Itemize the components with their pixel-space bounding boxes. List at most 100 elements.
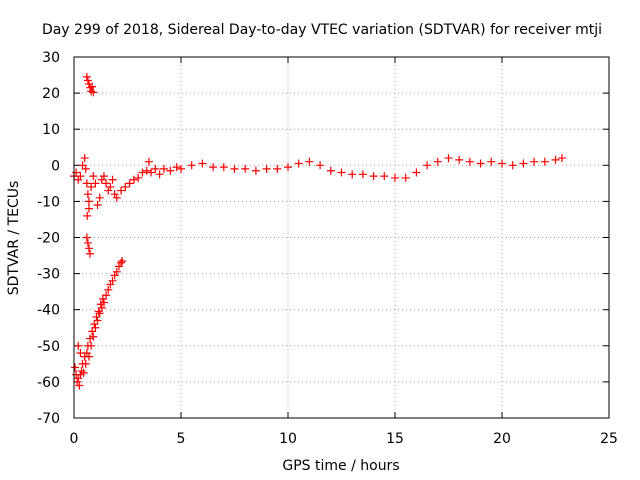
data-point [305, 157, 314, 166]
data-point [198, 159, 207, 168]
data-point [84, 352, 93, 361]
chart-title: Day 299 of 2018, Sidereal Day-to-day VTE… [42, 22, 602, 38]
data-point [138, 168, 147, 177]
data-point [74, 374, 83, 383]
data-point [316, 161, 325, 170]
data-point [97, 175, 106, 184]
x-tick-label: 20 [493, 431, 511, 447]
y-tick-label: -10 [37, 194, 60, 210]
data-point [401, 173, 410, 182]
y-tick-label: 10 [42, 122, 60, 138]
data-point [91, 323, 100, 332]
data-point [159, 164, 168, 173]
data-point [99, 172, 108, 181]
y-axis-label: SDTVAR / TECUs [6, 181, 22, 296]
data-point [262, 164, 271, 173]
data-point [294, 159, 303, 168]
data-point [337, 168, 346, 177]
data-point [81, 359, 90, 368]
data-point [187, 161, 196, 170]
data-point [76, 172, 85, 181]
y-tick-label: 30 [42, 50, 60, 66]
data-point [498, 159, 506, 168]
data-point [112, 267, 121, 276]
data-point [369, 172, 378, 181]
data-point [117, 258, 126, 267]
data-point [93, 316, 102, 325]
data-point [348, 170, 357, 179]
data-point [81, 164, 90, 173]
data-point [508, 161, 517, 170]
data-points [70, 72, 566, 390]
data-point [557, 154, 566, 163]
data-point [125, 179, 134, 188]
data-point [83, 190, 92, 199]
data-point [104, 186, 113, 195]
y-tick-labels: -70 -60 -50 -40 -30 -20 -10 0 10 20 30 [37, 50, 60, 427]
y-tick-label: -20 [37, 231, 60, 247]
data-point [326, 166, 335, 175]
data-point [142, 166, 151, 175]
data-point [108, 276, 117, 285]
data-point [106, 182, 115, 191]
gridlines [74, 57, 609, 418]
x-tick-label: 5 [177, 431, 186, 447]
y-tick-label: -50 [37, 339, 60, 355]
data-point [241, 164, 250, 173]
data-point [112, 193, 121, 202]
x-tick-label: 25 [600, 431, 618, 447]
data-point [129, 175, 138, 184]
y-tick-label: -70 [37, 411, 60, 427]
x-tick-label: 15 [386, 431, 404, 447]
y-tick-label: -40 [37, 303, 60, 319]
data-point [358, 170, 367, 179]
data-point [74, 341, 83, 350]
data-point [83, 76, 92, 85]
data-point [99, 298, 108, 307]
data-point [102, 291, 111, 300]
data-point [209, 163, 218, 172]
data-point [87, 182, 96, 191]
x-tick-labels: 0 5 10 15 20 25 [70, 431, 618, 447]
data-point [93, 201, 102, 210]
data-point [465, 157, 474, 166]
data-point [82, 179, 91, 188]
data-point [83, 238, 92, 247]
data-point [423, 161, 432, 170]
data-point [82, 72, 91, 81]
data-point [519, 159, 528, 168]
x-tick-label: 0 [70, 431, 79, 447]
data-point [104, 285, 113, 294]
y-tick-label: 0 [51, 158, 60, 174]
data-point [412, 168, 421, 177]
data-point [72, 168, 81, 177]
data-point [487, 157, 496, 166]
data-point [391, 173, 399, 182]
data-point [102, 179, 111, 188]
data-point [121, 182, 130, 191]
data-point [86, 249, 95, 258]
data-point [75, 381, 84, 390]
data-point [88, 82, 97, 91]
data-point [455, 155, 464, 164]
data-point [476, 159, 485, 168]
data-point [134, 173, 143, 182]
data-point [155, 170, 164, 179]
data-point [166, 166, 175, 175]
y-tick-label: 20 [42, 86, 60, 102]
data-point [71, 363, 80, 372]
x-tick-label: 10 [279, 431, 297, 447]
data-point [80, 154, 89, 163]
data-point [151, 164, 160, 173]
data-point [380, 172, 389, 181]
data-point [95, 309, 104, 318]
data-point [219, 163, 228, 172]
data-point [110, 190, 119, 199]
data-point [84, 204, 93, 213]
data-point [89, 172, 98, 181]
data-point [444, 154, 453, 163]
data-point [177, 164, 185, 173]
data-point [118, 256, 127, 265]
data-point [551, 155, 560, 164]
data-point [108, 175, 117, 184]
